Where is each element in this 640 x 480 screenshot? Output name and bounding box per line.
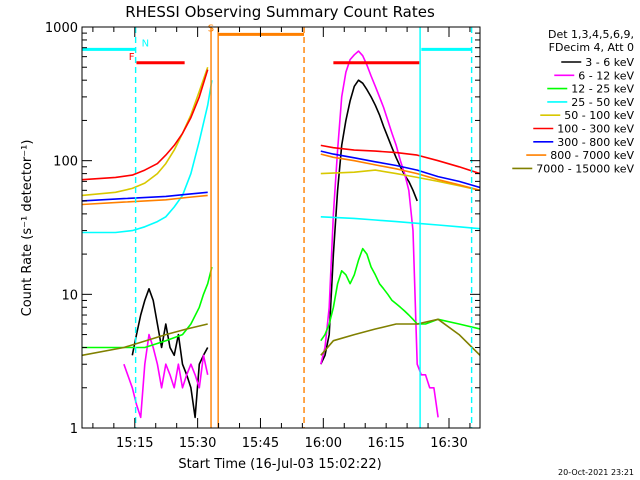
x-tick-label-3: 16:00 <box>305 436 342 451</box>
legend: Det 1,3,4,5,6,9,FDecim 4, Att 0 3 - 6 keV… <box>512 28 634 175</box>
legend-entry-0: 3 - 6 keV <box>585 56 634 69</box>
y-tick-label-3: 1000 <box>45 21 78 36</box>
legend-entry-8: 7000 - 15000 keV <box>536 162 634 175</box>
series-0-line-0 <box>131 288 209 419</box>
y-axis-label: Count Rate (s⁻¹ detector⁻¹) <box>20 140 35 317</box>
series-8-line-0 <box>82 323 208 357</box>
x-tick-label-1: 15:30 <box>179 436 216 451</box>
series-4-line-0 <box>82 66 209 197</box>
x-axis-label: Start Time (16-Jul-03 15:02:22) <box>178 457 381 472</box>
legend-entry-7: 800 - 7000 keV <box>550 149 634 162</box>
series-0 <box>131 79 418 419</box>
series-5-line-1 <box>320 144 480 175</box>
y-tick-label-0: 1 <box>70 422 78 437</box>
legend-entry-6: 300 - 800 keV <box>557 136 634 149</box>
series-7-line-1 <box>320 153 480 192</box>
legend-entry-5: 100 - 300 keV <box>557 123 634 136</box>
series-6-line-1 <box>320 150 480 189</box>
y-tick-label-2: 100 <box>53 155 78 170</box>
series-5 <box>82 69 480 181</box>
series-4 <box>82 66 480 197</box>
y-tick-label-1: 10 <box>61 288 78 303</box>
series-2-line-0 <box>82 266 213 349</box>
legend-header-0: Det 1,3,4,5,6,9, <box>548 28 634 41</box>
series-5-line-0 <box>82 69 209 181</box>
marker-label-0: N <box>142 38 149 49</box>
series-0-line-1 <box>320 79 418 365</box>
series-6-line-0 <box>82 191 208 202</box>
x-tick-label-4: 16:15 <box>367 436 404 451</box>
x-tick-label-0: 15:15 <box>116 436 153 451</box>
series-8-line-1 <box>320 318 480 356</box>
series-1-line-1 <box>320 50 439 418</box>
series-1-line-0 <box>123 333 209 419</box>
series-7-line-0 <box>82 194 208 206</box>
series-7 <box>82 153 480 206</box>
marker-label-2: S <box>208 23 214 34</box>
footer-timestamp: 20-Oct-2021 23:21 <box>558 468 634 477</box>
x-tick-label-2: 15:45 <box>242 436 279 451</box>
legend-entry-4: 50 - 100 keV <box>564 109 634 122</box>
axes: 1 10 100 1000 15:15 15:30 15:45 16:00 16:15 16:30 <box>45 21 481 451</box>
marker-label-1: F <box>129 52 135 63</box>
series-layer <box>82 50 480 419</box>
series-3-line-0 <box>82 80 213 234</box>
series-4-line-1 <box>320 169 480 192</box>
marker-layer: NF S <box>82 23 473 428</box>
series-1 <box>123 50 439 419</box>
legend-entry-1: 6 - 12 keV <box>578 69 634 82</box>
legend-entry-2: 12 - 25 keV <box>571 83 634 96</box>
legend-header-1: FDecim 4, Att 0 <box>549 41 634 54</box>
series-3-line-1 <box>320 216 480 230</box>
series-8 <box>82 318 480 357</box>
series-3 <box>82 80 480 234</box>
series-6 <box>82 150 480 202</box>
legend-entry-3: 25 - 50 keV <box>571 96 634 109</box>
series-2-line-1 <box>320 247 480 342</box>
series-2 <box>82 247 480 349</box>
x-tick-label-5: 16:30 <box>430 436 467 451</box>
chart-title: RHESSI Observing Summary Count Rates <box>125 3 435 21</box>
